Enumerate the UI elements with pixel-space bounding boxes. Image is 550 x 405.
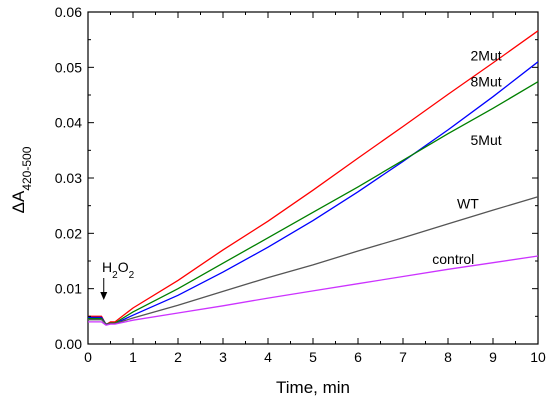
h2o2-label: H2O2 — [102, 259, 135, 281]
x-tick-label: 0 — [84, 349, 92, 365]
x-tick-label: 1 — [129, 349, 137, 365]
series-label-wt: WT — [457, 195, 479, 211]
y-axis-title: ΔA420-500 — [9, 146, 34, 213]
x-tick-label: 2 — [174, 349, 182, 365]
series-layer — [88, 30, 539, 326]
y-tick-label: 0.03 — [55, 170, 82, 186]
x-tick-label: 7 — [399, 349, 407, 365]
x-tick-label: 6 — [354, 349, 362, 365]
series-line-control — [88, 255, 539, 326]
h2o2-arrow-head — [100, 292, 108, 300]
x-tick-label: 9 — [489, 349, 497, 365]
y-tick-label: 0.05 — [55, 59, 82, 75]
x-tick-label: 3 — [219, 349, 227, 365]
series-line-8mut — [88, 61, 539, 325]
y-axis-title-main: ΔA — [9, 190, 28, 213]
series-label-control: control — [432, 251, 474, 267]
ticks-layer: 0 1 2 3 4 5 6 7 8 9 10 0.00 0.01 0.02 0.03 0.04 0.05 0.06 — [55, 4, 546, 365]
series-label-5mut: 5Mut — [471, 132, 502, 148]
y-axis-title-sub: 420-500 — [20, 146, 34, 190]
series-label-8mut: 8Mut — [471, 74, 502, 90]
y-tick-label: 0.06 — [55, 4, 82, 20]
y-tick-label: 0.02 — [55, 225, 82, 241]
h2o2-annotation: H2O2 — [100, 259, 135, 300]
y-tick-label: 0.01 — [55, 281, 82, 297]
y-tick-label: 0.04 — [55, 115, 82, 131]
series-label-2mut: 2Mut — [471, 48, 502, 64]
labels-layer: 2Mut 8Mut 5Mut WT control — [432, 48, 501, 267]
x-tick-label: 5 — [309, 349, 317, 365]
x-tick-label: 4 — [264, 349, 272, 365]
y-tick-label: 0.00 — [55, 336, 82, 352]
series-line-wt — [88, 196, 539, 325]
x-tick-label: 10 — [530, 349, 546, 365]
x-tick-label: 8 — [444, 349, 452, 365]
x-axis-title: Time, min — [276, 378, 350, 397]
